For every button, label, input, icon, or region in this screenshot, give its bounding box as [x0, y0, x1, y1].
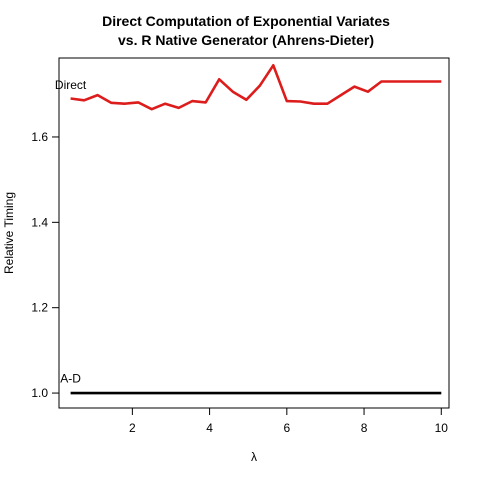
x-axis: 2 4 6 8 10	[129, 407, 449, 435]
chart-title-line-1: Direct Computation of Exponential Variat…	[102, 13, 390, 29]
y-tick-label: 1.4	[31, 215, 48, 229]
x-tick-label: 10	[435, 421, 449, 435]
chart-title-line-2: vs. R Native Generator (Ahrens-Dieter)	[118, 32, 374, 48]
y-tick-label: 1.2	[31, 301, 48, 315]
series-layer: Direct A-D	[55, 64, 442, 395]
x-tick-label: 6	[283, 421, 290, 435]
x-tick-label: 4	[206, 421, 213, 435]
series-line-direct	[70, 64, 442, 111]
y-tick-label: 1.6	[31, 130, 48, 144]
x-tick-label: 2	[129, 421, 136, 435]
y-axis-label: Relative Timing	[2, 192, 16, 274]
x-tick-label: 8	[361, 421, 368, 435]
y-tick-label: 1.0	[31, 386, 48, 400]
x-axis-label: λ	[251, 450, 257, 464]
y-axis: 1.0 1.2 1.4 1.6	[31, 130, 60, 400]
series-label-direct: Direct	[55, 78, 87, 92]
series-label-a-d: A-D	[60, 371, 81, 385]
